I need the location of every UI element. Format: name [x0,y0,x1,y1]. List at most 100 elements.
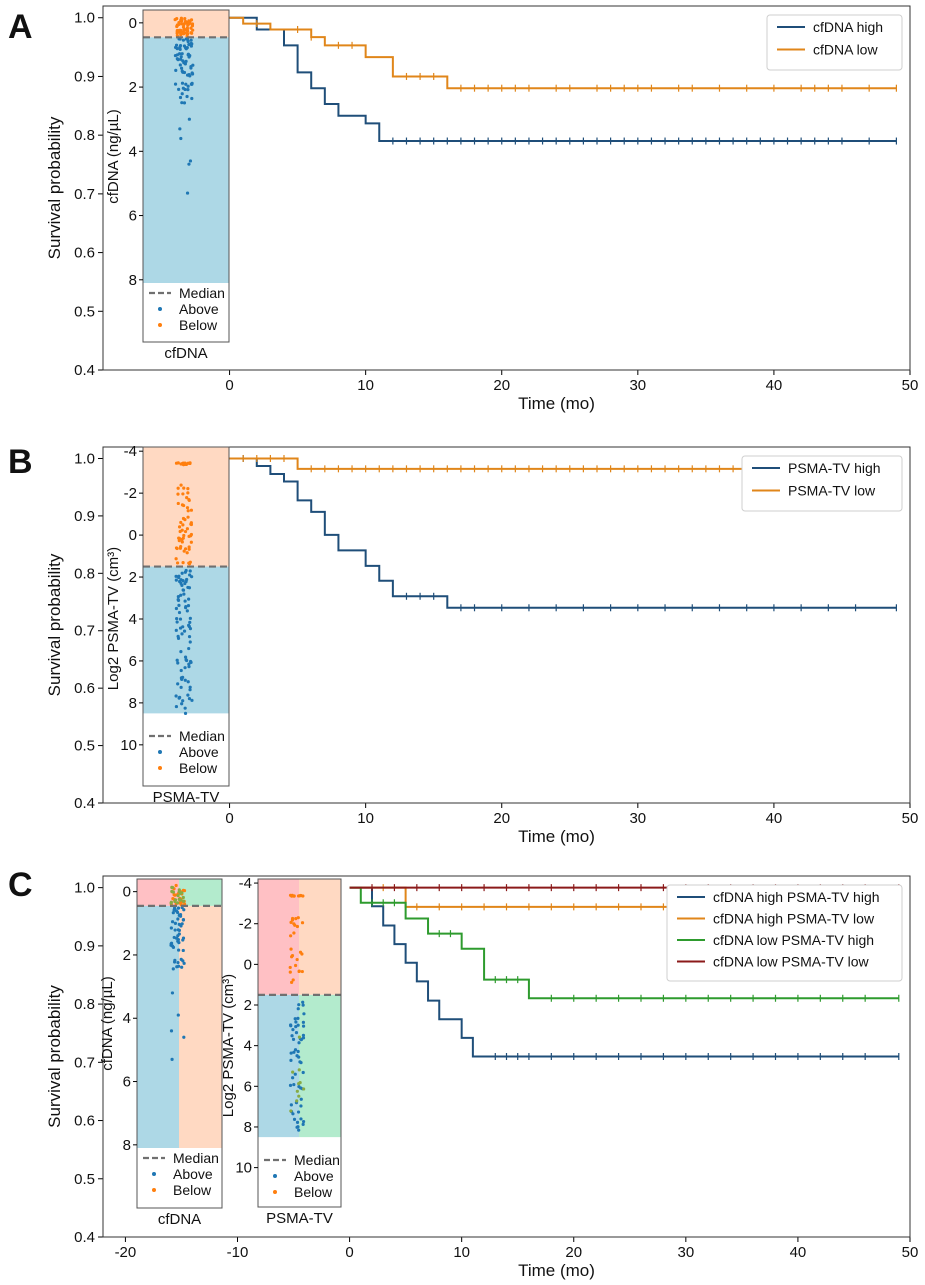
y-tick-label: 1.0 [74,880,95,897]
above-point [301,1122,305,1126]
above-point [175,617,179,621]
above-point [292,1050,296,1054]
above-point [188,569,192,573]
above-point [174,578,178,582]
above-point [170,991,175,995]
x-tick-label: 40 [766,377,783,394]
below-point [190,22,195,26]
x-tick-label: 20 [493,377,510,394]
legend-entry: cfDNA low PSMA-TV high [713,932,874,948]
above-point [169,1029,174,1033]
above-point [179,136,183,141]
mixed-point [173,898,178,902]
above-point [182,908,186,912]
inset-y-label: Log2 PSMA-TV (cm³) [105,547,122,690]
below-point [176,492,180,496]
y-tick-label: 0.6 [74,245,95,262]
inset-legend-median: Median [173,1150,219,1166]
legend-entry: cfDNA low PSMA-TV low [713,954,869,970]
y-tick-label: 0.5 [74,303,95,320]
below-point [295,924,300,929]
below-point [182,549,186,553]
inset-psma-tv: -4 -2 0 2 4 6 8 10 Log2 PSMA-TV (cm³) PSMA-TV Medi… [105,443,230,806]
inset-frame [142,446,230,787]
above-point [173,928,177,932]
above-point [186,604,191,608]
below-point [185,26,189,30]
y-tick-label: 0.4 [74,795,95,812]
inset-y-tick-label: 6 [129,208,137,225]
below-point [186,515,190,519]
above-point [183,706,187,710]
inset-x-label: PSMA-TV [266,1210,333,1227]
y-tick-label: 0.6 [74,680,95,697]
legend-entry: cfDNA high PSMA-TV high [713,889,880,905]
inset-y-tick-label: 8 [129,695,137,712]
above-point [188,159,193,163]
above-point [188,74,192,78]
x-tick-label: 0 [225,810,233,827]
inset-y-tick-label: 8 [123,1137,131,1154]
inset-y-label: cfDNA (ng/µL) [99,976,116,1071]
inset-legend-below-swatch [152,1188,156,1192]
shade-top-right [179,879,222,906]
above-point [187,55,191,59]
above-point [186,87,190,92]
x-tick-label: 0 [345,1244,353,1261]
above-point [186,52,191,56]
below-point [179,483,183,487]
above-point [297,1003,301,1007]
above-point [289,1103,293,1107]
above-point [183,678,187,682]
x-tick-label: -20 [115,1244,137,1261]
below-point [179,462,183,466]
above-point [180,69,184,73]
above-point [291,1076,295,1080]
mixed-point [177,897,181,902]
above-point [294,1024,298,1029]
legend-entry: PSMA-TV high [788,460,881,476]
above-point [190,96,194,101]
above-point [183,666,187,670]
above-point [179,677,184,681]
above-point [178,63,182,67]
inset-legend-below-swatch [158,323,162,327]
legend-box [741,455,903,512]
above-point [184,59,188,64]
mixed-point [291,1070,295,1074]
y-tick-label: 0.5 [74,738,95,755]
below-point [290,894,294,898]
inset-y-tick-label: 6 [129,653,137,670]
inset-x-label: cfDNA [164,345,207,362]
below-point [191,28,195,32]
above-point [187,665,191,669]
above-point [293,1072,297,1076]
y-tick-label: 1.0 [74,450,95,467]
inset-y-tick-label: 10 [120,737,137,754]
above-point [176,934,180,938]
above-point [182,629,187,633]
above-point [174,628,178,632]
above-point [296,1049,300,1054]
below-point [291,978,295,982]
panel-letter: B [8,443,33,481]
above-point [174,43,179,47]
below-point [188,461,192,466]
above-point [180,571,184,575]
panel-C: C0.40.50.60.70.80.91.0-20 -10 0 10 20 30 40 50T… [8,866,918,1280]
panel-letter: C [8,866,33,904]
above-point [180,632,184,636]
below-point [300,969,304,974]
above-point [297,1055,301,1059]
mixed-point [181,899,186,903]
below-point [189,540,193,544]
shade-bottom-right [179,905,222,1148]
inset-legend-median: Median [294,1152,340,1168]
above-point [183,711,188,715]
above-point [186,693,190,697]
below-point [177,525,182,529]
below-point [187,534,191,539]
below-point [289,920,293,925]
mixed-point [177,888,181,892]
